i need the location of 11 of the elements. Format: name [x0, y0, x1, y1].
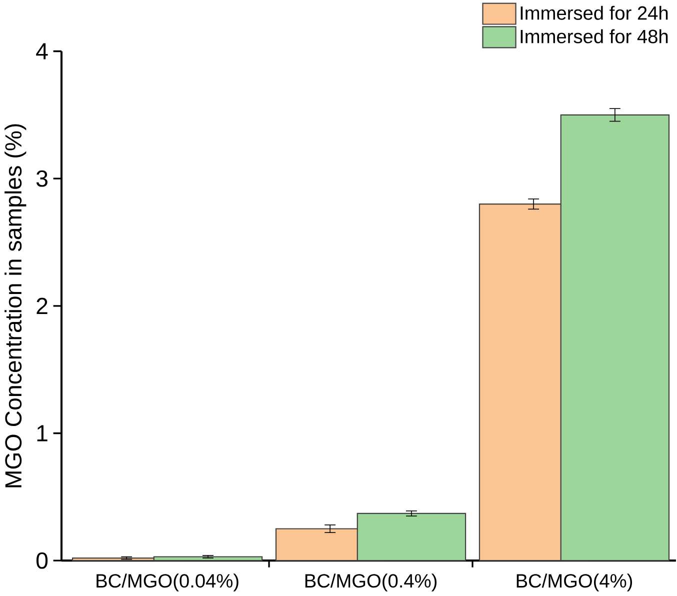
y-tick-label: 0: [36, 552, 48, 569]
y-tick-label: 4: [36, 43, 48, 60]
x-tick-label: BC/MGO(0.4%): [305, 574, 437, 592]
y-tick-label: 2: [36, 298, 48, 314]
legend-label: Immersed for 24h: [520, 6, 668, 20]
x-tick-label: BC/MGO(0.04%): [96, 574, 238, 592]
x-tick-label: BC/MGO(4%): [516, 574, 632, 592]
y-axis-title: MGO Concentration in samples (%): [4, 124, 26, 488]
y-tick-label: 1: [37, 425, 48, 442]
y-tick-label: 3: [36, 170, 48, 187]
legend-label: Immersed for 48h: [520, 29, 668, 44]
